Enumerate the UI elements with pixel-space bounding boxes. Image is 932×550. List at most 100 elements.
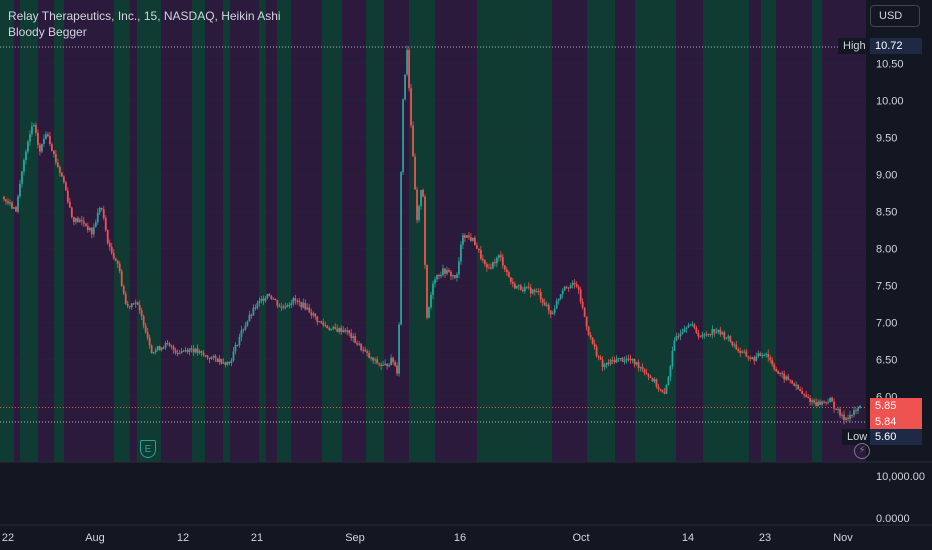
candle bbox=[519, 283, 522, 291]
candle bbox=[250, 313, 253, 319]
candle bbox=[408, 47, 410, 92]
background-band bbox=[137, 0, 161, 462]
background-band bbox=[587, 0, 606, 462]
candle bbox=[228, 361, 231, 366]
candle bbox=[396, 362, 398, 376]
symbol-title[interactable]: Relay Therapeutics, Inc., 15, NASDAQ, He… bbox=[8, 9, 281, 23]
candle bbox=[501, 253, 504, 269]
background-band bbox=[192, 0, 205, 462]
candle bbox=[679, 329, 682, 341]
candle bbox=[214, 354, 217, 363]
candle bbox=[330, 328, 333, 331]
price-tick-label: 10.50 bbox=[876, 58, 904, 70]
candle bbox=[446, 266, 448, 276]
candle bbox=[270, 295, 273, 300]
candle bbox=[414, 153, 416, 190]
candle bbox=[715, 327, 718, 335]
candle bbox=[290, 299, 293, 309]
candle bbox=[380, 362, 383, 370]
indicator-name[interactable]: Bloody Begger bbox=[8, 25, 87, 39]
time-tick-label: 22 bbox=[2, 532, 14, 544]
candle bbox=[212, 354, 215, 361]
candle bbox=[246, 320, 249, 327]
background-band bbox=[114, 0, 130, 462]
candle bbox=[434, 276, 436, 288]
candle bbox=[170, 344, 173, 350]
candle bbox=[789, 379, 792, 384]
candle bbox=[172, 344, 175, 354]
candle bbox=[657, 383, 660, 392]
high-value-tag: 10.72 bbox=[870, 38, 922, 54]
candle bbox=[843, 410, 845, 425]
candle bbox=[218, 354, 221, 365]
candle bbox=[122, 284, 125, 295]
candle bbox=[711, 325, 714, 339]
candle bbox=[831, 396, 833, 403]
candle bbox=[727, 334, 730, 342]
currency-button[interactable]: USD bbox=[870, 5, 920, 27]
candle bbox=[80, 215, 83, 226]
candle bbox=[825, 401, 827, 406]
candle bbox=[641, 363, 644, 373]
time-axis[interactable]: 22 Aug 12 21 Sep 16 Oct 14 23 Nov bbox=[2, 532, 853, 544]
candle bbox=[747, 355, 750, 361]
price-axis[interactable]: 10.5010.009.509.008.508.007.507.006.506.… bbox=[866, 0, 932, 550]
background-band bbox=[266, 0, 277, 462]
candle bbox=[230, 357, 233, 367]
low-value-tag: 5.60 bbox=[870, 429, 922, 445]
candle bbox=[420, 189, 422, 210]
candle bbox=[759, 351, 762, 357]
candle bbox=[358, 341, 361, 346]
candle bbox=[713, 328, 716, 337]
candle bbox=[260, 295, 263, 304]
candle bbox=[82, 216, 85, 228]
candle bbox=[368, 350, 371, 359]
background-band bbox=[161, 0, 167, 462]
candle bbox=[547, 303, 550, 315]
background-band bbox=[798, 0, 812, 462]
background-band bbox=[508, 0, 532, 462]
volume-axis[interactable]: 10,000.00 0.0000 bbox=[876, 471, 925, 525]
lightning-icon[interactable]: ⚡ bbox=[854, 443, 870, 459]
candle bbox=[114, 257, 117, 262]
candle bbox=[450, 269, 452, 281]
candle bbox=[589, 332, 592, 340]
candle bbox=[372, 357, 375, 364]
candle bbox=[703, 332, 706, 339]
background-band bbox=[291, 0, 305, 462]
background-band bbox=[568, 0, 579, 462]
candle bbox=[591, 337, 594, 345]
candle bbox=[436, 274, 438, 283]
candle bbox=[316, 315, 319, 326]
candle bbox=[505, 266, 508, 277]
candle bbox=[94, 219, 97, 228]
candle bbox=[66, 187, 69, 204]
candle bbox=[771, 357, 774, 367]
candle bbox=[595, 344, 598, 358]
candle bbox=[479, 245, 482, 261]
candle bbox=[37, 129, 39, 149]
candle bbox=[857, 405, 859, 415]
candle bbox=[224, 361, 227, 368]
candle bbox=[701, 331, 704, 340]
candle bbox=[54, 150, 57, 166]
candle bbox=[444, 268, 446, 278]
candle bbox=[3, 196, 5, 202]
candle bbox=[110, 242, 113, 255]
candle bbox=[709, 333, 712, 337]
candle bbox=[593, 339, 596, 350]
candle bbox=[661, 389, 664, 393]
background-band bbox=[635, 0, 640, 462]
candle bbox=[695, 325, 698, 335]
earnings-icon[interactable]: E bbox=[140, 440, 156, 458]
candle bbox=[549, 310, 552, 319]
background-band bbox=[457, 0, 477, 462]
candle bbox=[35, 122, 37, 136]
candle bbox=[849, 411, 851, 423]
candle bbox=[753, 355, 756, 365]
candle bbox=[222, 358, 225, 364]
candle bbox=[741, 349, 744, 354]
candle bbox=[615, 355, 618, 364]
